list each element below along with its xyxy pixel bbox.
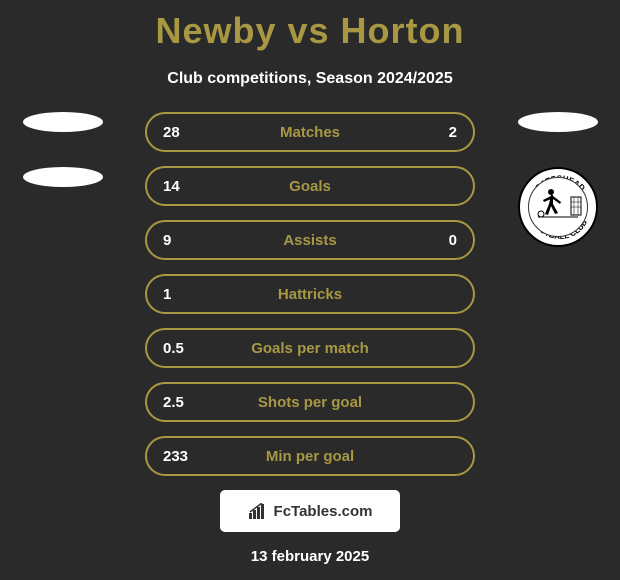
stat-left-value: 233 [163, 448, 203, 465]
stat-left-value: 0.5 [163, 340, 203, 357]
footer-brand-box: FcTables.com [220, 490, 400, 532]
date-text: 13 february 2025 [0, 548, 620, 565]
footer-brand-text: FcTables.com [274, 503, 373, 520]
stats-container: 28 Matches 2 14 Goals 9 Assists 0 1 Hatt… [145, 112, 475, 476]
stat-label: Goals per match [203, 340, 417, 357]
stat-left-value: 14 [163, 178, 203, 195]
gateshead-club-badge: GATESHEAD FOOTBALL CLUB [518, 167, 598, 247]
right-player-badges: GATESHEAD FOOTBALL CLUB [515, 112, 600, 247]
stat-row-shots-per-goal: 2.5 Shots per goal [145, 382, 475, 422]
player2-badge-placeholder [518, 112, 598, 132]
stat-label: Assists [203, 232, 417, 249]
stat-left-value: 1 [163, 286, 203, 303]
stat-right-value: 0 [417, 232, 457, 249]
player1-club-badge-placeholder [23, 167, 103, 187]
stat-left-value: 28 [163, 124, 203, 141]
stat-left-value: 9 [163, 232, 203, 249]
stat-left-value: 2.5 [163, 394, 203, 411]
club-badge-inner [528, 177, 588, 237]
subtitle: Club competitions, Season 2024/2025 [0, 70, 620, 88]
comparison-content: GATESHEAD FOOTBALL CLUB [0, 112, 620, 565]
stat-row-hattricks: 1 Hattricks [145, 274, 475, 314]
stat-label: Shots per goal [203, 394, 417, 411]
page-title: Newby vs Horton [0, 0, 620, 52]
stat-label: Hattricks [203, 286, 417, 303]
left-player-badges [20, 112, 105, 222]
player1-badge-placeholder [23, 112, 103, 132]
stat-row-assists: 9 Assists 0 [145, 220, 475, 260]
stat-row-goals: 14 Goals [145, 166, 475, 206]
stat-label: Goals [203, 178, 417, 195]
chart-icon [248, 503, 268, 519]
stat-right-value: 2 [417, 124, 457, 141]
stat-row-min-per-goal: 233 Min per goal [145, 436, 475, 476]
stat-label: Matches [203, 124, 417, 141]
stat-label: Min per goal [203, 448, 417, 465]
stat-row-goals-per-match: 0.5 Goals per match [145, 328, 475, 368]
footballer-icon [533, 182, 583, 232]
stat-row-matches: 28 Matches 2 [145, 112, 475, 152]
